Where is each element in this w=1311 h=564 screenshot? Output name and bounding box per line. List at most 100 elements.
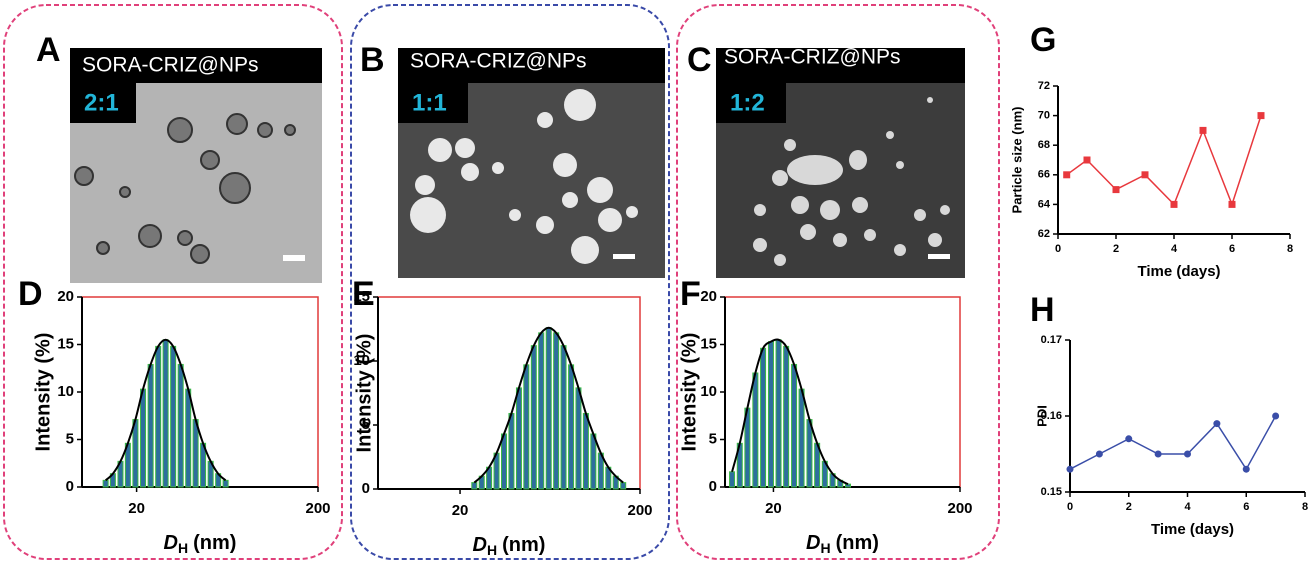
y-tick-label: 62 (1038, 228, 1050, 240)
y-tick-label: 15 (57, 335, 74, 352)
y-axis-title: PDI (1034, 405, 1049, 427)
bar (730, 472, 735, 487)
x-title-symbol: D (806, 532, 820, 554)
tem-image (716, 48, 965, 278)
bar (539, 333, 544, 489)
x-tick-label: 8 (1287, 243, 1293, 255)
x-title-symbol: D (473, 534, 487, 556)
y-tick-label: 72 (1038, 80, 1050, 92)
image-caption: SORA-CRIZ@NPs (724, 46, 901, 69)
image-ratio: 1:1 (412, 89, 447, 116)
y-tick-label: 15 (700, 335, 717, 352)
point (1229, 201, 1236, 208)
y-tick-label: 70 (1038, 110, 1050, 122)
x-axis-title: Time (days) (1151, 521, 1234, 538)
y-axis-title: Intensity (%) (353, 334, 375, 453)
y-tick-label: 0.17 (1041, 334, 1062, 346)
bar (186, 389, 191, 487)
y-tick-label: 68 (1038, 139, 1050, 151)
x-tick-label: 200 (947, 500, 972, 517)
y-tick-label: 20 (700, 288, 717, 305)
panel-letter: B (360, 41, 385, 79)
x-title-unit: (nm) (193, 532, 236, 554)
image-caption: SORA-CRIZ@NPs (410, 50, 587, 73)
x-tick-label: 4 (1184, 501, 1191, 513)
y-tick-label: 10 (57, 383, 74, 400)
line (1070, 416, 1276, 469)
y-tick-label: 0 (362, 480, 370, 497)
image-ratio: 2:1 (84, 89, 119, 116)
panel-letter: A (36, 31, 61, 69)
bar (141, 389, 146, 487)
bar (768, 342, 773, 487)
bar (524, 365, 529, 489)
y-axis-title: Particle size (nm) (1009, 107, 1024, 214)
x-axis-title: DH (nm) (806, 532, 879, 555)
x-tick-label: 6 (1243, 501, 1249, 513)
point (1184, 451, 1191, 458)
panel-letter: G (1030, 21, 1056, 59)
point (1067, 466, 1074, 473)
image-caption: SORA-CRIZ@NPs (82, 54, 259, 77)
tem-image (70, 48, 322, 283)
x-title-unit: (nm) (502, 534, 545, 556)
bar (792, 364, 797, 487)
x-tick-label: 200 (305, 500, 330, 517)
panel-letter: H (1030, 291, 1055, 329)
bar (761, 348, 766, 487)
bar (502, 434, 507, 489)
bar (531, 346, 536, 489)
x-tick-label: 8 (1302, 501, 1308, 513)
tem-image (398, 48, 665, 278)
point (1063, 171, 1070, 178)
bar (807, 420, 812, 487)
bar (569, 365, 574, 489)
point (1272, 413, 1279, 420)
point (1113, 186, 1120, 193)
bar (561, 346, 566, 489)
x-tick-label: 6 (1229, 243, 1235, 255)
point (1155, 451, 1162, 458)
bar (799, 389, 804, 487)
image-ratio: 1:2 (730, 89, 765, 116)
x-axis-title: DH (nm) (164, 532, 237, 555)
point (1142, 171, 1149, 178)
x-tick-label: 4 (1171, 243, 1178, 255)
y-tick-label: 10 (700, 383, 717, 400)
x-title-subscript: H (178, 540, 188, 556)
y-axis-title: Intensity (%) (32, 333, 54, 452)
point (1125, 435, 1132, 442)
bar (193, 420, 198, 487)
x-axis-title: DH (nm) (473, 534, 546, 557)
x-tick-label: 20 (765, 500, 782, 517)
point (1258, 112, 1265, 119)
bar (178, 364, 183, 487)
bar (103, 480, 108, 487)
y-tick-label: 20 (57, 288, 74, 305)
y-tick-label: 64 (1038, 198, 1051, 210)
x-title-subscript: H (821, 540, 831, 556)
x-tick-label: 200 (627, 502, 652, 519)
x-title-unit: (nm) (836, 532, 879, 554)
panel-letter: F (680, 275, 701, 313)
x-title-symbol: D (164, 532, 178, 554)
bar (223, 480, 228, 487)
x-title-subscript: H (487, 542, 497, 558)
x-axis-title: Time (days) (1137, 263, 1220, 280)
point (1171, 201, 1178, 208)
bar (163, 340, 168, 487)
bar (171, 346, 176, 487)
x-tick-label: 0 (1067, 501, 1073, 513)
point (1200, 127, 1207, 134)
figure: A SORA-CRIZ@NPs 2:1 B SORA-CRIZ@NPs 1:1 (0, 0, 1311, 564)
bar (516, 388, 521, 489)
plot-frame (82, 297, 318, 487)
bar (784, 346, 789, 487)
line (1067, 116, 1261, 205)
bar (148, 364, 153, 487)
bar (133, 420, 138, 487)
x-tick-label: 0 (1055, 243, 1061, 255)
bar (583, 413, 588, 489)
panel-letter: D (18, 275, 43, 313)
bar (156, 346, 161, 487)
